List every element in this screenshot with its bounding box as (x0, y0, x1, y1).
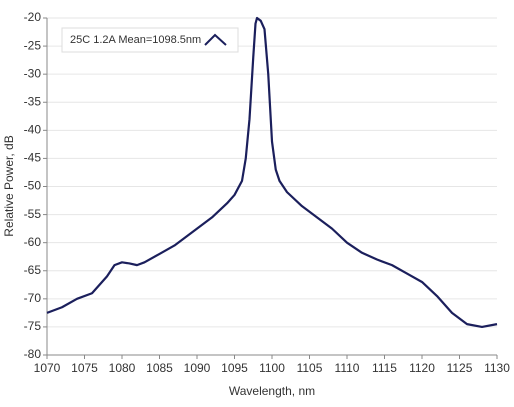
y-tick-label: -30 (24, 66, 42, 80)
y-tick-label: -40 (24, 123, 42, 137)
y-tick-label: -25 (24, 38, 42, 52)
x-tick-label: 1110 (335, 361, 360, 375)
y-tick-label: -75 (24, 319, 42, 333)
y-tick-label: -50 (24, 179, 42, 193)
y-tick-label: -70 (24, 291, 42, 305)
x-tick-label: 1130 (484, 361, 510, 375)
y-axis-title: Relative Power, dB (2, 135, 16, 236)
legend-swatch (204, 33, 227, 46)
y-tick-label: -80 (24, 347, 42, 361)
y-tick-label: -65 (24, 263, 42, 277)
y-tick-label: -35 (24, 94, 42, 108)
series-line (46, 16, 498, 329)
x-tick-label: 1115 (372, 361, 397, 375)
x-tick-label: 1100 (259, 361, 285, 375)
x-tick-label: 1085 (146, 361, 173, 375)
x-tick-label: 1090 (184, 361, 211, 375)
y-tick-label: -55 (24, 207, 42, 221)
legend-label: 25C 1.2A Mean=1098.5nm (70, 34, 201, 46)
x-tick-label: 1095 (221, 361, 248, 375)
x-axis-title: Wavelength, nm (229, 384, 315, 398)
x-tick-label: 1080 (109, 361, 136, 375)
x-tick-label: 1125 (447, 361, 473, 375)
x-tick-label: 1075 (71, 361, 98, 375)
y-tick-label: -45 (24, 151, 42, 165)
y-tick-label: -20 (24, 10, 42, 24)
x-tick-label: 1120 (409, 361, 435, 375)
y-tick-label: -60 (24, 235, 42, 249)
x-tick-label: 1105 (297, 361, 323, 375)
x-tick-label: 1070 (34, 361, 61, 375)
